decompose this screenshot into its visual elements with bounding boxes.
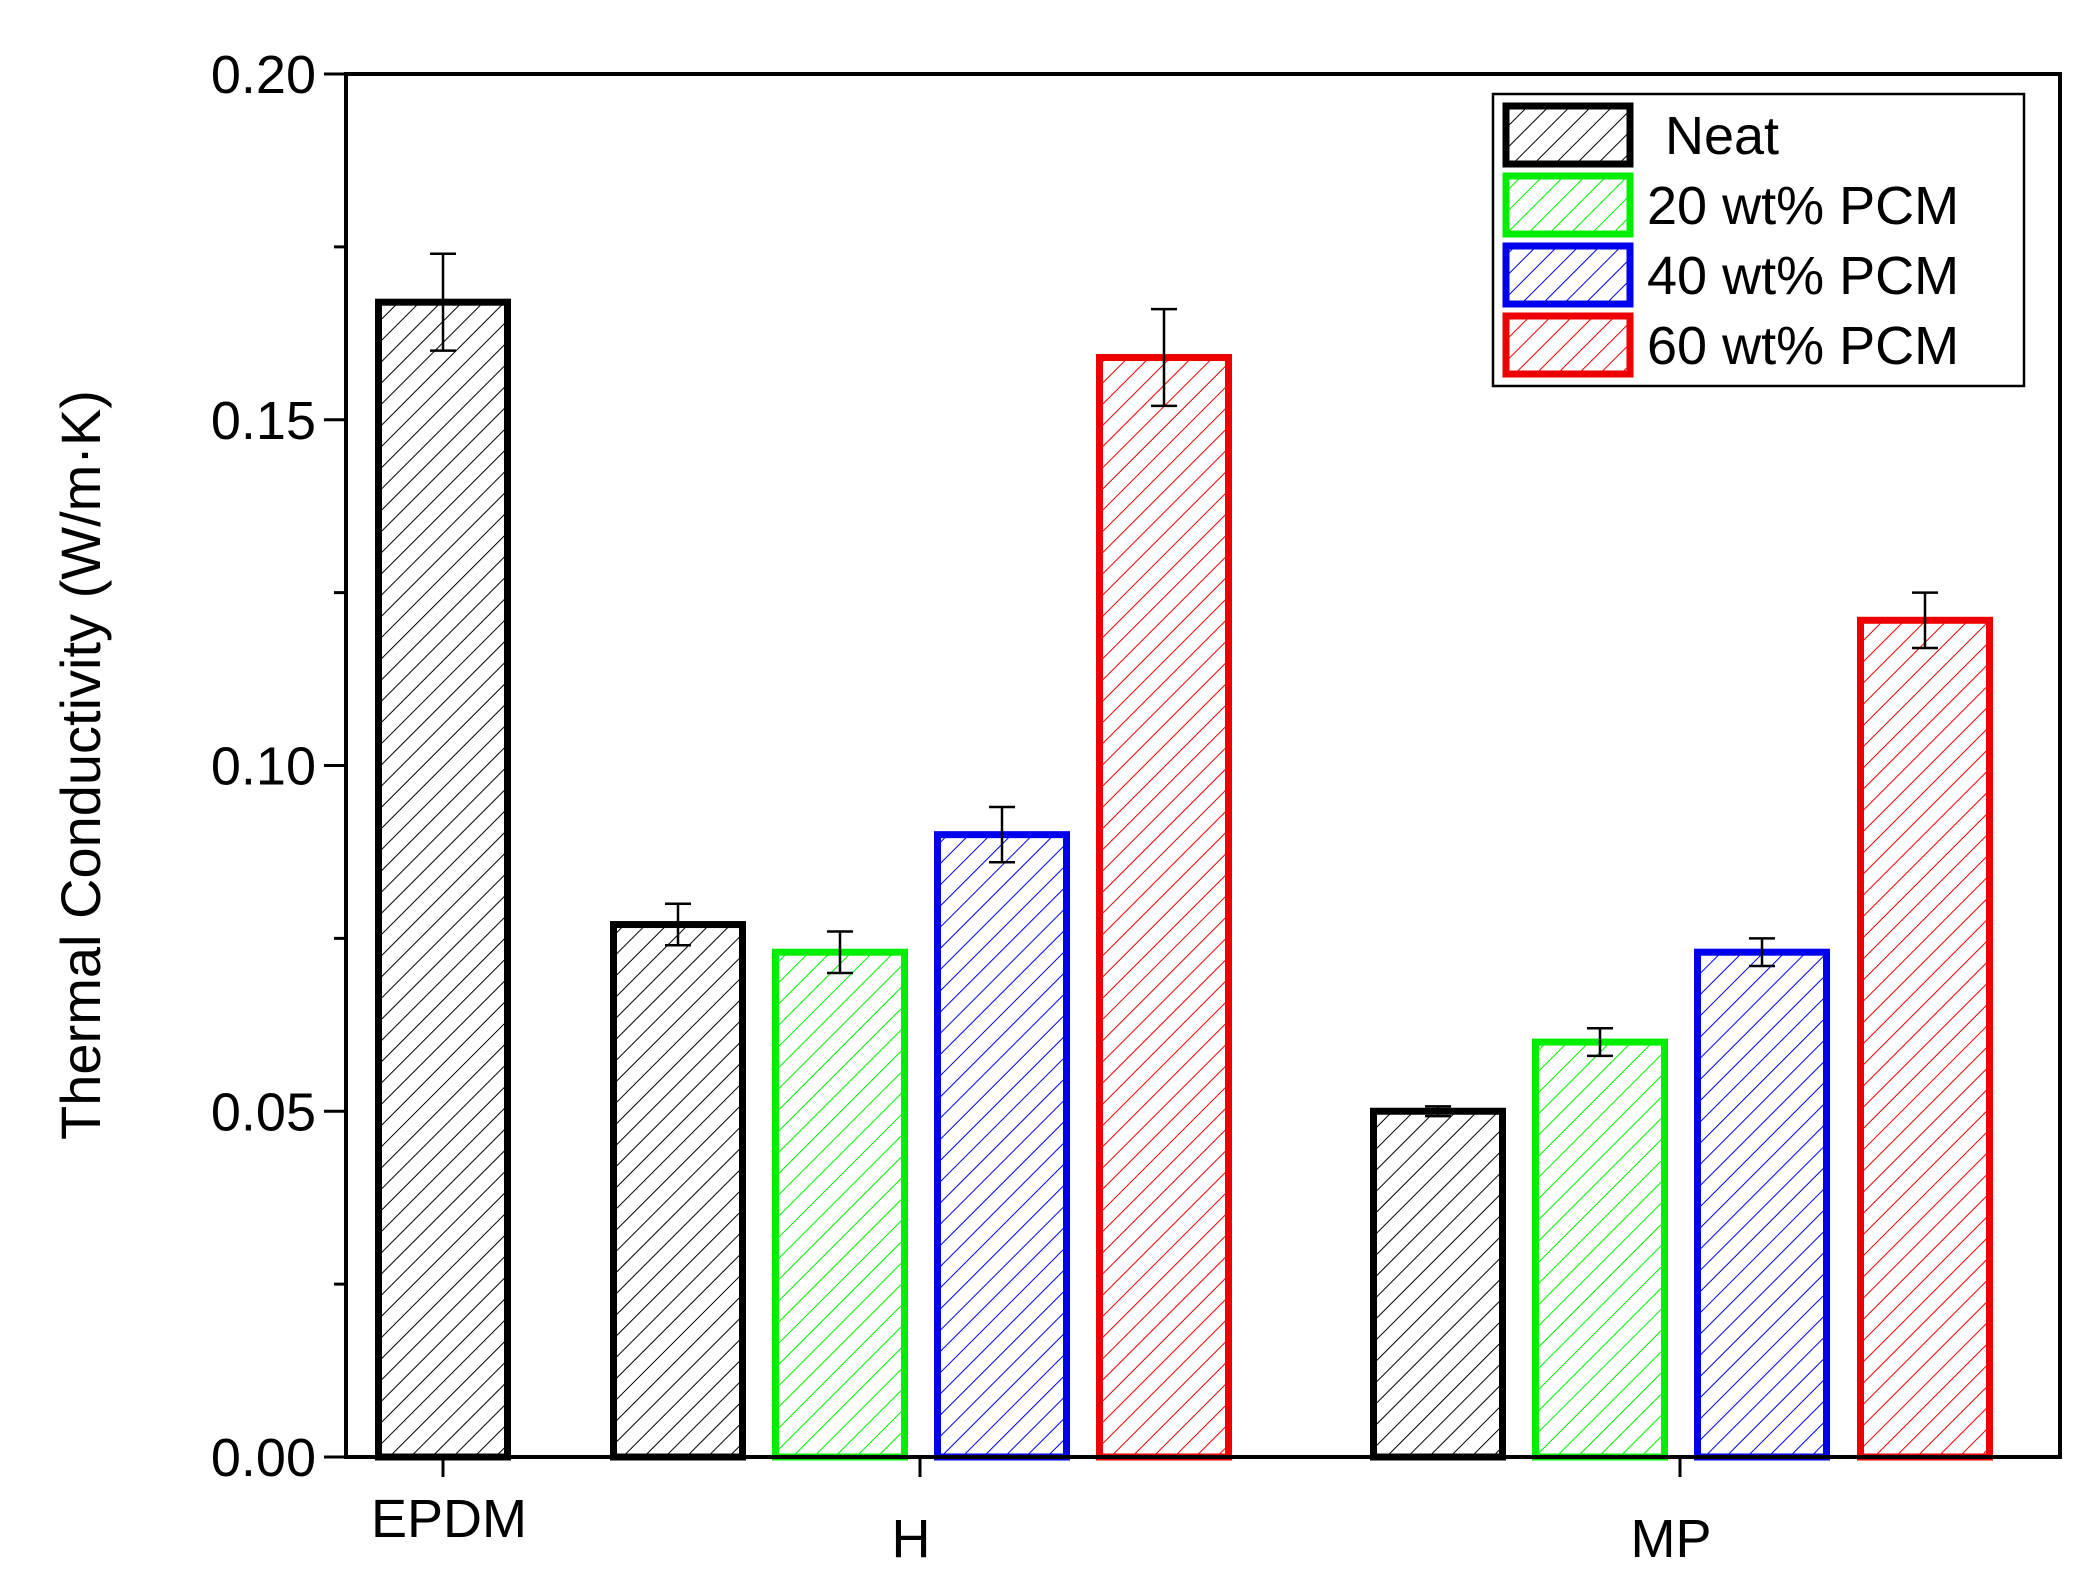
- y-tick-label: 0.15: [211, 391, 316, 451]
- error-bar-h-60-wt-pcm: [1151, 307, 1177, 408]
- legend-label: 40 wt% PCM: [1647, 246, 1959, 306]
- legend-item-20-wt-pcm: 20 wt% PCM: [1502, 172, 1959, 238]
- error-bar-mp-60-wt-pcm: [1912, 591, 1938, 650]
- legend-swatch: [1502, 242, 1634, 308]
- legend-swatch: [1502, 312, 1634, 378]
- error-bar-mp-40-wt-pcm: [1749, 937, 1775, 968]
- bar-h-60-wt-pcm: [1096, 354, 1232, 1461]
- legend-label: 60 wt% PCM: [1647, 316, 1959, 376]
- legend-swatch: [1502, 102, 1634, 168]
- error-bar-h-40-wt-pcm: [989, 805, 1015, 864]
- x-axis: EPDM H MP: [371, 1457, 1712, 1569]
- bar-epdm-neat: [375, 298, 511, 1461]
- bar-mp-60-wt-pcm: [1857, 616, 1993, 1461]
- error-bars-layer: [430, 252, 1938, 1118]
- y-tick-label: 0.10: [211, 737, 316, 797]
- y-axis: 0.00 0.05 0.10 0.15 0.20: [211, 45, 346, 1488]
- y-axis-label: Thermal Conductivity (W/m·K): [49, 390, 112, 1140]
- legend-item-60-wt-pcm: 60 wt% PCM: [1502, 312, 1959, 378]
- legend-item-40-wt-pcm: 40 wt% PCM: [1502, 242, 1959, 308]
- legend-item-neat: Neat: [1502, 102, 1779, 168]
- bar-mp-neat: [1370, 1107, 1506, 1461]
- bars-layer: [375, 298, 1993, 1461]
- y-tick-label: 0.20: [211, 45, 316, 105]
- error-bar-mp-neat: [1425, 1105, 1451, 1118]
- x-tick-label-mp: MP: [1631, 1509, 1712, 1569]
- error-bar-mp-20-wt-pcm: [1587, 1027, 1613, 1058]
- legend-label: 20 wt% PCM: [1647, 176, 1959, 236]
- bar-mp-20-wt-pcm: [1532, 1038, 1668, 1461]
- x-tick-label-h: H: [892, 1509, 931, 1569]
- legend-swatch: [1502, 172, 1634, 238]
- legend: Neat 20 wt% PCM 40 wt% PCM 60 wt% PCM: [1491, 92, 2026, 388]
- bar-h-40-wt-pcm: [934, 831, 1070, 1461]
- x-tick-label-epdm: EPDM: [371, 1489, 527, 1549]
- bar-h-20-wt-pcm: [772, 948, 908, 1461]
- error-bar-h-20-wt-pcm: [827, 930, 853, 975]
- legend-label: Neat: [1665, 106, 1779, 166]
- bar-mp-40-wt-pcm: [1694, 948, 1830, 1461]
- y-tick-label: 0.00: [211, 1428, 316, 1488]
- y-tick-label: 0.05: [211, 1082, 316, 1142]
- error-bar-epdm-neat: [430, 252, 456, 352]
- error-bar-h-neat: [665, 902, 691, 947]
- bar-h-neat: [610, 921, 746, 1461]
